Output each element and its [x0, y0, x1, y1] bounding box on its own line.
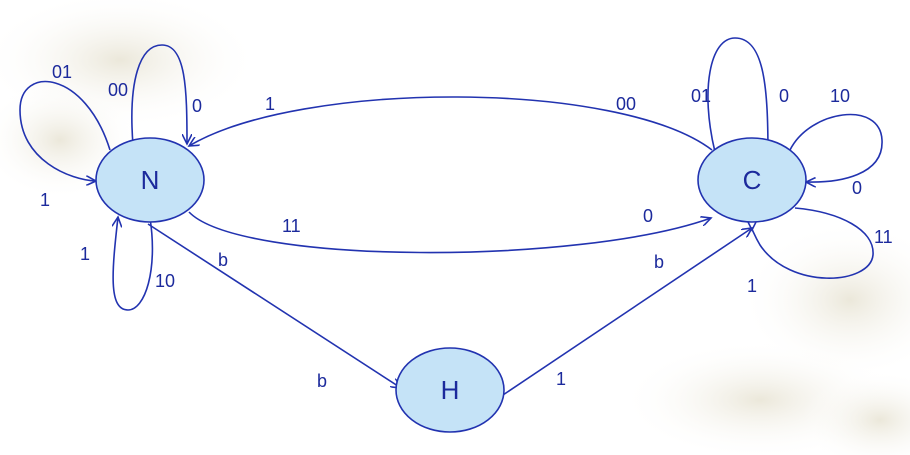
edge-c-loop-01 — [707, 37, 768, 156]
edge-n-loop-00 — [131, 44, 187, 145]
state-h: H — [395, 347, 505, 433]
edge-c-loop-10 — [789, 113, 883, 183]
edge-n-loop-01 — [19, 80, 111, 181]
label-c-loop-01-in: 0 — [779, 86, 789, 106]
label-c-h-b: b — [654, 252, 664, 272]
label-c-loop-10-in: 0 — [852, 178, 862, 198]
label-n-loop-10-in: 1 — [80, 244, 90, 264]
label-n-to-h-out: b — [218, 250, 228, 270]
label-n-loop-01-in: 1 — [40, 190, 50, 210]
state-h-label: H — [441, 375, 460, 405]
edge-n-to-h — [147, 223, 401, 388]
label-n-loop-01: 01 — [52, 62, 72, 82]
edge-c-loop-11 — [752, 207, 874, 279]
edge-n-loop-10 — [113, 217, 154, 311]
label-c-to-n-in: 1 — [265, 94, 275, 114]
label-c-loop-01: 01 — [691, 86, 711, 106]
state-n: N — [95, 137, 205, 223]
state-n-label: N — [141, 165, 160, 195]
label-n-to-c-out: 11 — [282, 216, 301, 236]
edge-n-to-c — [188, 211, 711, 254]
label-c-to-n-out: 00 — [616, 94, 636, 114]
state-c-label: C — [743, 165, 762, 195]
state-c: C — [697, 137, 807, 223]
label-c-loop-11: 11 — [874, 227, 893, 247]
label-n-loop-10: 10 — [155, 271, 175, 291]
label-c-loop-11-in: 1 — [747, 276, 757, 296]
edge-c-to-n — [189, 96, 713, 151]
label-c-h-1: 1 — [556, 369, 566, 389]
label-n-to-c-in: 0 — [643, 206, 653, 226]
edge-c-h — [500, 228, 752, 397]
label-c-loop-10: 10 — [830, 86, 850, 106]
label-n-loop-00-in: 0 — [192, 96, 202, 116]
label-n-loop-00: 00 — [108, 80, 128, 100]
label-n-to-h-in: b — [317, 371, 327, 391]
